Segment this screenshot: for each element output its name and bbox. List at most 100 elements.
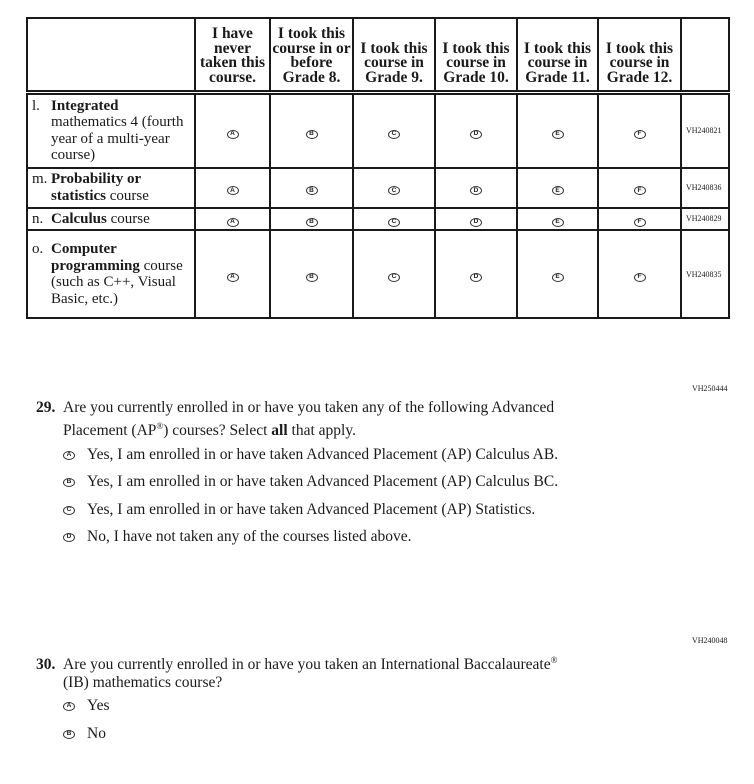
answer-bubble-a[interactable]: A	[226, 129, 239, 139]
answer-cell: E	[516, 206, 599, 231]
question-30: 30. Are you currently enrolled in or have…	[36, 651, 557, 692]
answer-cell: C	[352, 229, 436, 319]
answer-cell: A	[194, 229, 271, 319]
answer-bubble-e[interactable]: E	[551, 186, 564, 196]
registered-mark: ®	[156, 421, 164, 431]
header-grade10: I took this course in Grade 10.	[434, 17, 518, 95]
answer-bubble-e[interactable]: E	[551, 129, 564, 139]
answer-bubble-c[interactable]: C	[63, 505, 75, 515]
course-row: m. Probability or statistics course A B C D E F…	[26, 166, 730, 209]
item-letter: l.	[32, 97, 40, 114]
header-grade9: I took this course in Grade 9.	[352, 17, 436, 95]
question-number: 30.	[36, 656, 56, 674]
course-label: l. Integrated mathematics 4 (fourth year …	[26, 91, 196, 169]
answer-cell: F	[597, 91, 682, 169]
answer-bubble-f[interactable]: F	[633, 217, 646, 227]
course-row: n. Calculus course A B C D E F VH240829	[26, 206, 730, 231]
header-grade12: I took this course in Grade 12.	[597, 17, 682, 95]
answer-bubble-a[interactable]: A	[63, 701, 75, 711]
course-description: course	[110, 210, 150, 227]
header-code	[680, 17, 730, 95]
course-name: Integrated	[51, 97, 119, 114]
option-text: Yes, I am enrolled in or have taken Adva…	[87, 501, 536, 518]
answer-bubble-b[interactable]: B	[305, 272, 318, 282]
answer-cell: D	[434, 166, 518, 209]
answer-cell: A	[194, 166, 271, 209]
answer-option[interactable]: A Yes, I am enrolled in or have taken Adv…	[63, 446, 558, 464]
answer-cell: B	[269, 166, 354, 209]
question-text-line1: Are you currently enrolled in or have yo…	[63, 656, 551, 674]
course-name: Computer programming	[51, 241, 140, 274]
answer-bubble-e[interactable]: E	[551, 272, 564, 282]
answer-bubble-a[interactable]: A	[226, 217, 239, 227]
answer-cell: B	[269, 91, 354, 169]
answer-cell: F	[597, 206, 682, 231]
answer-bubble-e[interactable]: E	[551, 217, 564, 227]
answer-cell: C	[352, 166, 436, 209]
course-description: course (such as C++, Visual Basic, etc.)	[51, 257, 183, 307]
option-text: Yes, I am enrolled in or have taken Adva…	[87, 473, 559, 490]
option-text: No	[87, 725, 106, 742]
question-code: VH240048	[692, 636, 728, 645]
answer-cell: B	[269, 229, 354, 319]
answer-bubble-b[interactable]: B	[63, 477, 75, 487]
question-text: that apply.	[287, 422, 356, 440]
answer-option[interactable]: B Yes, I am enrolled in or have taken Adv…	[63, 473, 558, 491]
question-text: ) courses? Select	[163, 422, 272, 440]
course-description: course	[109, 187, 149, 204]
answer-bubble-a[interactable]: A	[226, 272, 239, 282]
answer-bubble-f[interactable]: F	[633, 129, 646, 139]
answer-option[interactable]: D No, I have not taken any of the courses…	[63, 528, 412, 546]
answer-cell: C	[352, 91, 436, 169]
answer-bubble-b[interactable]: B	[305, 217, 318, 227]
answer-cell: F	[597, 229, 682, 319]
course-row: l. Integrated mathematics 4 (fourth year …	[26, 91, 730, 169]
answer-cell: F	[597, 166, 682, 209]
answer-cell: A	[194, 206, 271, 231]
answer-bubble-c[interactable]: C	[388, 186, 400, 196]
question-text-line2: (IB) mathematics course?	[63, 674, 223, 692]
emphasis-all: all	[271, 422, 288, 440]
answer-bubble-a[interactable]: A	[63, 450, 75, 460]
grid-header-row: I have never taken this course. I took t…	[26, 17, 730, 95]
answer-cell: C	[352, 206, 436, 231]
answer-cell: E	[516, 229, 599, 319]
answer-bubble-b[interactable]: B	[305, 129, 318, 139]
header-never: I have never taken this course.	[194, 17, 271, 95]
question-code: VH250444	[692, 384, 728, 393]
course-label: m. Probability or statistics course	[26, 166, 196, 209]
answer-bubble-f[interactable]: F	[633, 272, 646, 282]
answer-bubble-f[interactable]: F	[633, 186, 646, 196]
answer-bubble-d[interactable]: D	[470, 186, 482, 196]
item-code: VH240821	[680, 91, 730, 169]
answer-bubble-d[interactable]: D	[63, 532, 75, 542]
answer-bubble-b[interactable]: B	[63, 729, 75, 739]
header-blank	[26, 17, 196, 95]
course-name: Probability or statistics	[51, 171, 141, 204]
course-description: mathematics 4 (fourth year of a multi-ye…	[51, 114, 184, 164]
answer-bubble-c[interactable]: C	[388, 272, 400, 282]
answer-option[interactable]: B No	[63, 725, 106, 743]
question-text-line1: Are you currently enrolled in or have yo…	[63, 399, 555, 416]
answer-cell: E	[516, 166, 599, 209]
header-grade8: I took this course in or before Grade 8.	[269, 17, 354, 95]
question-number: 29.	[36, 399, 56, 416]
option-text: Yes	[87, 697, 110, 714]
question-text: Placement (AP	[63, 422, 157, 440]
answer-option[interactable]: C Yes, I am enrolled in or have taken Adv…	[63, 501, 535, 519]
answer-bubble-c[interactable]: C	[388, 217, 400, 227]
answer-option[interactable]: A Yes	[63, 697, 110, 715]
header-grade11: I took this course in Grade 11.	[516, 17, 599, 95]
answer-bubble-b[interactable]: B	[305, 186, 318, 196]
answer-cell: D	[434, 206, 518, 231]
item-code: VH240829	[680, 206, 730, 231]
answer-bubble-d[interactable]: D	[470, 129, 482, 139]
answer-cell: E	[516, 91, 599, 169]
answer-bubble-a[interactable]: A	[226, 186, 239, 196]
answer-bubble-d[interactable]: D	[470, 217, 482, 227]
answer-bubble-d[interactable]: D	[470, 272, 482, 282]
item-code: VH240836	[680, 166, 730, 209]
item-letter: o.	[32, 241, 44, 257]
question-29: 29. Are you currently enrolled in or have…	[36, 399, 554, 440]
answer-bubble-c[interactable]: C	[388, 129, 400, 139]
